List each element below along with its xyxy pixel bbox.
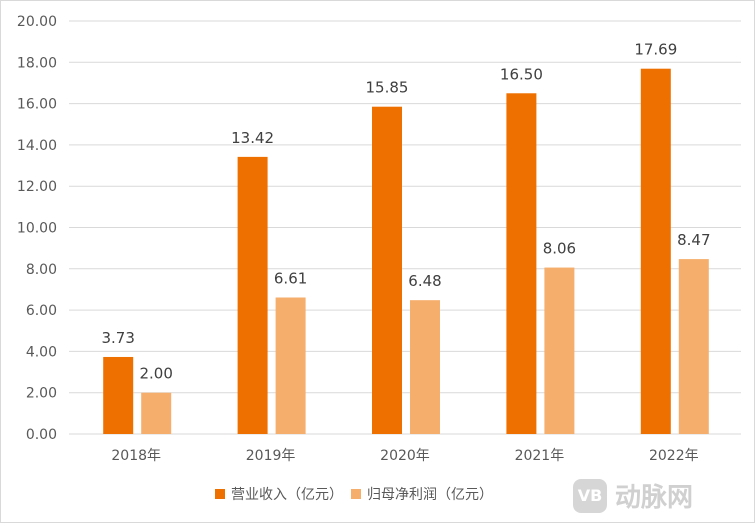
legend-label: 归母净利润（亿元） [367, 487, 493, 503]
bar-chart: 0.00 2.00 4.00 6.00 8.00 10.00 12.00 14.00 16.00… [17, 14, 741, 464]
data-label: 6.61 [274, 270, 307, 288]
legend-swatch [351, 489, 361, 499]
y-tick-label: 12.00 [17, 179, 57, 195]
y-tick-label: 14.00 [17, 138, 57, 154]
y-tick-label: 0.00 [26, 427, 57, 443]
bar-revenue [640, 68, 671, 434]
y-tick-label: 20.00 [17, 14, 57, 30]
y-tick-label: 16.00 [17, 97, 57, 113]
bar-net-profit [275, 297, 306, 434]
watermark: VB 动脉网 [573, 477, 693, 514]
legend-label: 营业收入（亿元） [231, 487, 343, 503]
y-tick-label: 2.00 [26, 386, 57, 402]
y-tick-label: 4.00 [26, 344, 57, 360]
watermark-text: 动脉网 [615, 483, 694, 513]
y-tick-label: 18.00 [17, 55, 57, 71]
legend-item-revenue: 营业收入（亿元） [215, 484, 343, 504]
data-label: 16.50 [500, 65, 543, 83]
data-label: 17.69 [634, 41, 677, 59]
bar-revenue [237, 156, 268, 434]
data-label: 15.85 [366, 79, 409, 97]
data-label: 8.47 [677, 231, 710, 249]
bar-net-profit [141, 392, 172, 434]
bar-revenue [103, 356, 134, 434]
x-tick-label: 2022年 [649, 448, 699, 464]
bar-net-profit [410, 300, 440, 434]
legend-swatch [215, 489, 225, 499]
x-tick-label: 2020年 [380, 448, 430, 464]
x-tick-label: 2018年 [111, 448, 161, 464]
data-label: 3.73 [101, 329, 134, 347]
bar-revenue [506, 93, 537, 435]
x-tick-label: 2021年 [515, 448, 565, 464]
data-label: 13.42 [231, 129, 274, 147]
bar-net-profit [678, 259, 709, 434]
bar-revenue [372, 106, 402, 434]
data-label: 2.00 [139, 365, 172, 383]
data-label: 6.48 [408, 272, 441, 290]
legend-item-net-profit: 归母净利润（亿元） [351, 484, 493, 504]
data-label: 8.06 [543, 240, 576, 258]
x-tick-label: 2019年 [246, 448, 296, 464]
legend: 营业收入（亿元） 归母净利润（亿元） [215, 484, 501, 504]
bar-net-profit [544, 267, 575, 434]
watermark-logo: VB [573, 478, 607, 513]
y-tick-label: 8.00 [26, 262, 57, 278]
y-tick-label: 6.00 [26, 303, 57, 319]
y-tick-label: 10.00 [17, 221, 57, 237]
